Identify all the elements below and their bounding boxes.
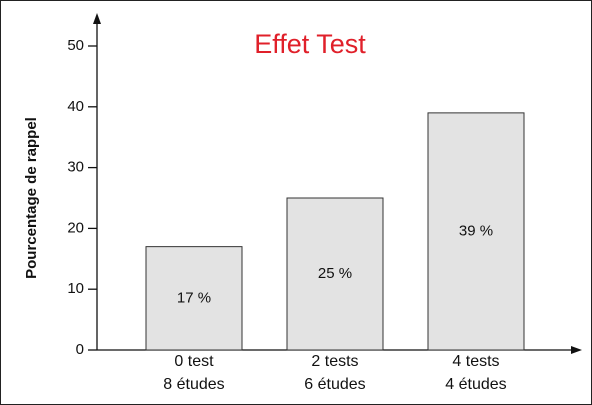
x-tick-label: 8 études	[163, 376, 224, 393]
y-axis-label: Pourcentage de rappel	[23, 117, 40, 279]
y-tick-label: 30	[67, 159, 84, 176]
x-tick-label: 6 études	[304, 376, 365, 393]
y-tick-label: 20	[67, 219, 84, 236]
y-tick-label: 40	[67, 98, 84, 115]
bar	[145, 246, 243, 351]
x-tick-label: 0 test	[174, 353, 214, 370]
bar	[286, 197, 384, 351]
y-tick-label: 10	[67, 280, 84, 297]
y-tick-label: 0	[76, 341, 84, 358]
value-label: 17 %	[177, 289, 211, 306]
y-axis-arrow	[93, 13, 101, 24]
bar	[427, 112, 525, 351]
y-tick-label: 50	[67, 37, 84, 54]
x-tick-label: 4 tests	[452, 353, 499, 370]
value-label: 39 %	[459, 222, 493, 239]
x-axis-arrow	[571, 346, 582, 354]
value-label: 25 %	[318, 265, 352, 282]
x-tick-label: 4 études	[445, 376, 506, 393]
chart-title: Effet Test	[254, 29, 366, 59]
x-tick-label: 2 tests	[311, 353, 358, 370]
